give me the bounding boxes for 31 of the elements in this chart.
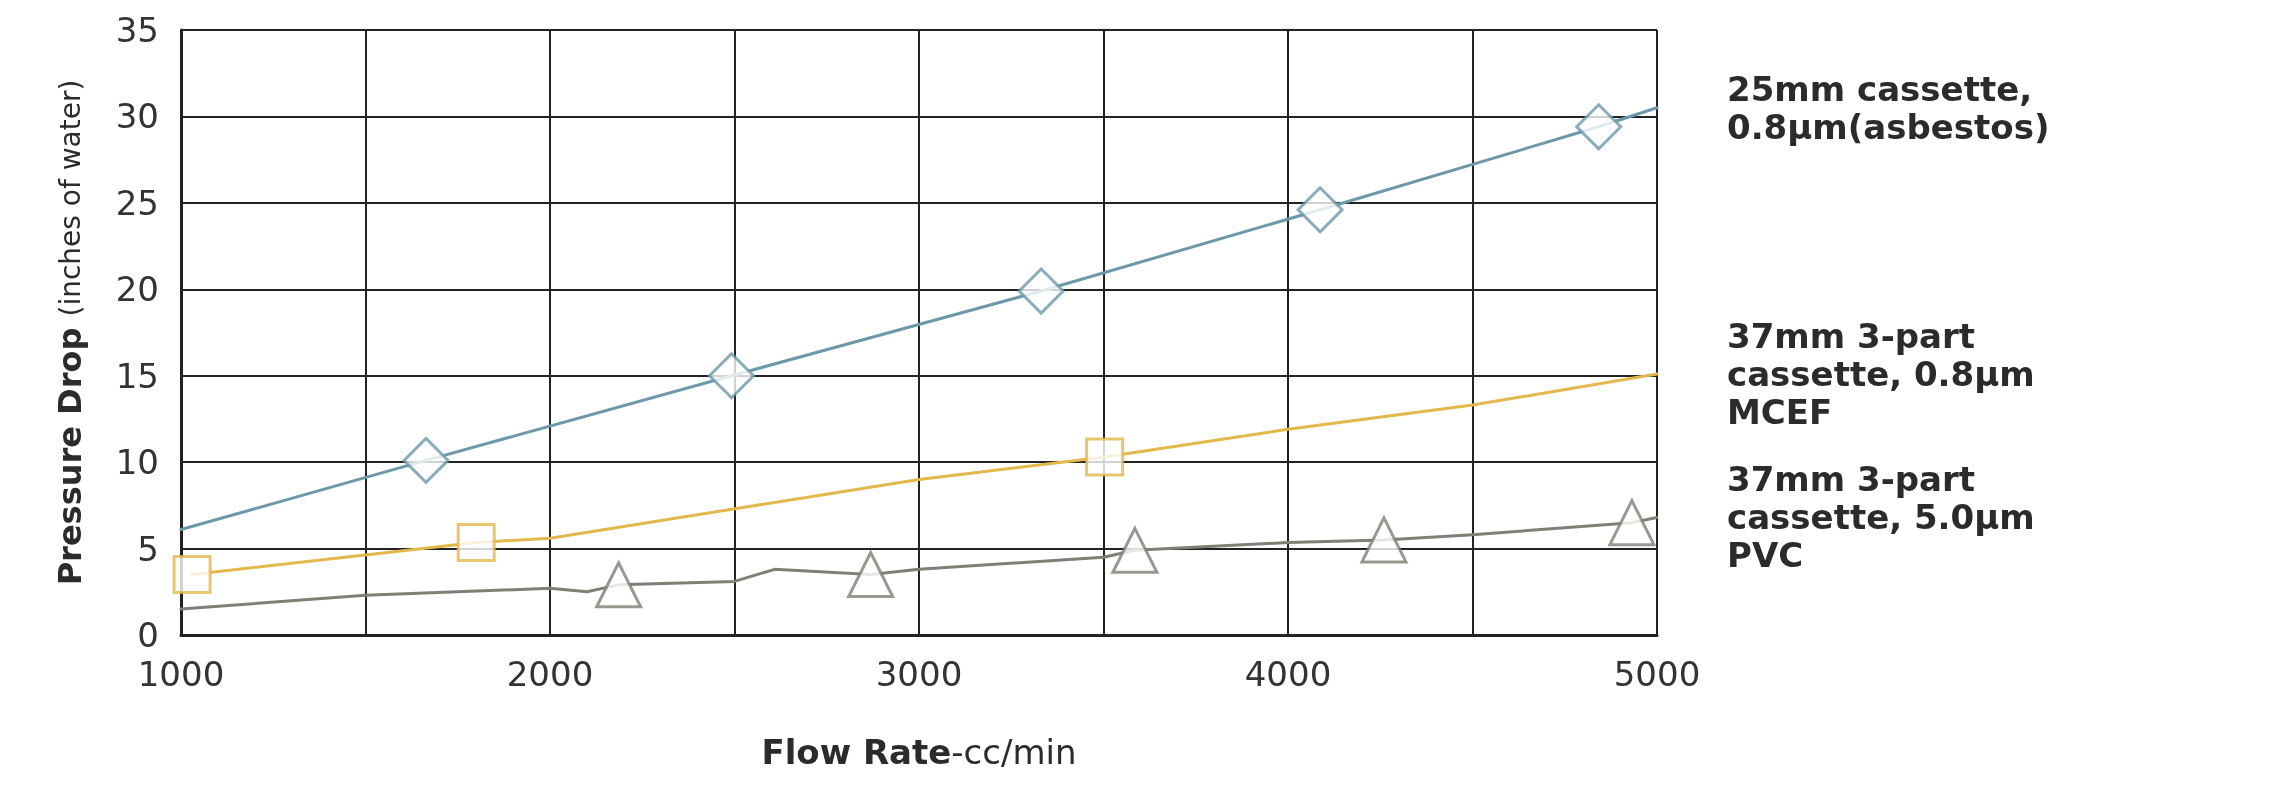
x-tick-label: 4000 <box>1244 654 1332 694</box>
point <box>456 523 496 563</box>
point <box>1575 103 1623 151</box>
point <box>172 555 212 594</box>
y-tick-label: 5 <box>137 528 159 569</box>
x-tick-label: 5000 <box>1613 654 1701 694</box>
x-axis-title: Flow Rate-cc/min <box>761 732 1077 772</box>
y-tick-label: 10 <box>115 442 159 483</box>
point <box>1017 267 1065 315</box>
y-tick-label: 25 <box>115 182 159 223</box>
text: 37mm 3-part cassette, 0.8µm MCEF <box>1727 315 2047 432</box>
y-tick-label: 15 <box>115 355 159 396</box>
y-tick-label: 20 <box>115 269 159 310</box>
x-tick-label: 1000 <box>137 654 225 694</box>
point <box>1608 499 1656 547</box>
y-tick-label: 35 <box>115 10 159 50</box>
x-tick-label: 3000 <box>875 654 963 694</box>
point <box>402 436 450 484</box>
point <box>708 352 756 400</box>
x-tick-label: 2000 <box>506 654 594 694</box>
point <box>1085 437 1125 477</box>
point <box>1360 516 1408 564</box>
y-tick-label: 30 <box>115 96 159 137</box>
y-axis-title: Pressure Drop (inches of water) <box>51 79 89 586</box>
text: 25mm cassette, 0.8µm(asbestos) <box>1727 68 2050 147</box>
text: 37mm 3-part cassette, 5.0µm PVC <box>1727 459 2047 576</box>
point <box>1296 186 1344 234</box>
point <box>595 561 643 609</box>
point <box>1111 526 1159 574</box>
y-tick-label: 0 <box>137 615 159 655</box>
point <box>847 551 895 598</box>
